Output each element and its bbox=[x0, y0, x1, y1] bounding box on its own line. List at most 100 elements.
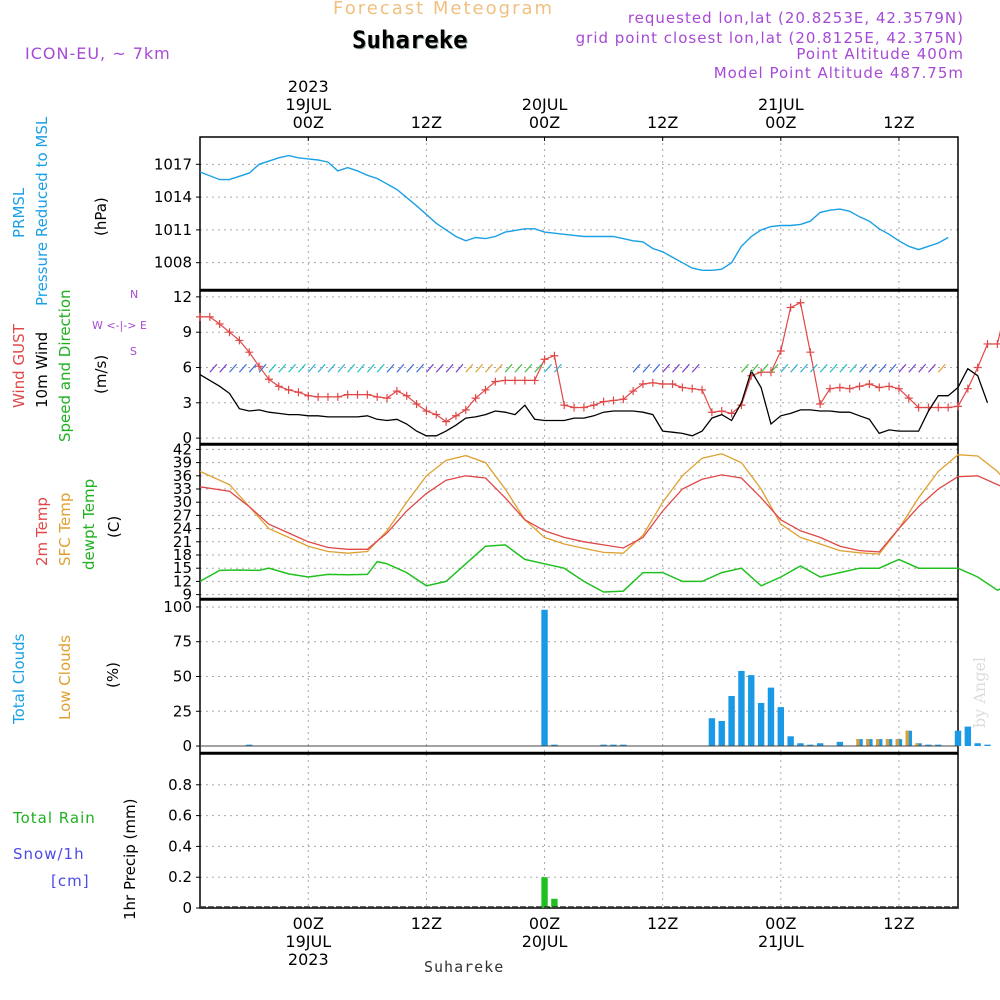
top-time-label: 21JUL bbox=[758, 95, 804, 114]
wind-barb-icon bbox=[878, 363, 887, 373]
wind-barb-icon bbox=[219, 363, 228, 373]
y-tick-label: 1011 bbox=[154, 221, 192, 239]
gust-marker bbox=[215, 319, 224, 328]
wind-barb-icon bbox=[662, 363, 671, 373]
wind-barb-icon bbox=[849, 363, 858, 373]
total-cloud-bar bbox=[551, 744, 558, 747]
wind-barb-icon bbox=[248, 363, 257, 373]
gust-marker bbox=[432, 410, 441, 419]
gust-marker bbox=[570, 403, 579, 412]
y-tick-label: 0.4 bbox=[168, 837, 192, 855]
total-cloud-bar bbox=[807, 744, 814, 747]
y-tick-label: 0.2 bbox=[168, 868, 192, 886]
gust-marker bbox=[422, 407, 431, 416]
wind-barb-icon bbox=[416, 363, 425, 373]
gust-marker bbox=[402, 391, 411, 400]
gust-marker bbox=[629, 387, 638, 396]
wind-barb-icon bbox=[258, 363, 267, 373]
rain-bar bbox=[551, 898, 558, 908]
wind-barb-icon bbox=[544, 363, 552, 373]
total-cloud-bar bbox=[925, 744, 932, 747]
wind-barb-icon bbox=[425, 363, 434, 373]
y-tick-label: 0 bbox=[182, 899, 192, 917]
gust-marker bbox=[904, 394, 913, 403]
precip-snow-label: Snow/1h bbox=[13, 845, 85, 863]
y-tick-label: 42 bbox=[173, 440, 192, 458]
total-cloud-bar bbox=[728, 695, 735, 747]
model-point-altitude: Model Point Altitude 487.75m bbox=[713, 64, 964, 82]
gust-marker bbox=[766, 368, 775, 377]
total-cloud-bar bbox=[708, 718, 716, 747]
gust-marker bbox=[776, 347, 785, 356]
total-cloud-bar bbox=[767, 687, 775, 747]
wind-barb-icon bbox=[475, 363, 484, 373]
y-tick-label: 39 bbox=[173, 454, 192, 472]
gust-marker bbox=[471, 394, 480, 403]
gust-marker bbox=[304, 391, 313, 400]
wind-barb-icon bbox=[307, 363, 316, 373]
wind10m-line bbox=[199, 367, 989, 437]
y-tick-label: 3 bbox=[182, 394, 192, 412]
y-tick-label: 1008 bbox=[154, 254, 192, 272]
gust-marker bbox=[481, 385, 490, 394]
low-cloud-bar bbox=[866, 739, 870, 747]
gust-marker bbox=[855, 382, 864, 391]
y-tick-label: 33 bbox=[173, 480, 192, 498]
gust-marker bbox=[826, 384, 835, 393]
gust-marker bbox=[530, 376, 539, 385]
top-time-label: 12Z bbox=[411, 113, 442, 132]
y-tick-label: 0 bbox=[182, 429, 192, 447]
bottom-time-label: 20JUL bbox=[522, 932, 568, 951]
compass-s: S bbox=[130, 345, 137, 358]
gust-marker bbox=[245, 348, 254, 357]
y-tick-label: 75 bbox=[173, 633, 192, 651]
bottom-time-label: 19JUL bbox=[285, 932, 331, 951]
total-cloud-bar bbox=[600, 744, 607, 747]
model-label: ICON-EU, ~ 7km bbox=[25, 44, 171, 63]
gust-marker bbox=[353, 390, 362, 399]
wind-barb-icon bbox=[839, 363, 848, 373]
chart-title: Forecast Meteogram bbox=[333, 0, 555, 19]
wind-barb-icon bbox=[288, 363, 297, 373]
wind-barb-icon bbox=[238, 363, 247, 373]
wind-barb-icon bbox=[750, 363, 759, 373]
gust-marker bbox=[963, 384, 972, 393]
gust-marker bbox=[284, 385, 293, 394]
gust-marker bbox=[363, 390, 372, 399]
wind-barb-icon bbox=[524, 363, 533, 373]
compass-n: N bbox=[130, 288, 139, 301]
gust-marker bbox=[225, 328, 234, 337]
total-cloud-bar bbox=[757, 702, 765, 747]
wind-barb-icon bbox=[514, 363, 523, 373]
gust-marker bbox=[717, 407, 726, 416]
wind-barb-icon bbox=[800, 363, 808, 373]
wind-barb-icon bbox=[908, 363, 917, 373]
wind-barb-icon bbox=[366, 363, 375, 373]
top-time-label: 12Z bbox=[883, 113, 914, 132]
compass-we: W <-|-> E bbox=[92, 319, 147, 332]
bottom-time-label: 2023 bbox=[288, 950, 329, 969]
gust-marker bbox=[550, 351, 559, 360]
gust-marker bbox=[599, 397, 608, 406]
low-cloud-bar bbox=[905, 730, 909, 747]
grid-point-coords: grid point closest lon,lat (20.8125E, 42… bbox=[575, 29, 964, 47]
total-cloud-bar bbox=[748, 675, 755, 747]
gust-marker bbox=[461, 405, 470, 414]
top-time-label: 2023 bbox=[288, 77, 329, 96]
bottom-time-label: 00Z bbox=[293, 914, 324, 933]
gust-marker bbox=[579, 403, 588, 412]
gust-marker bbox=[373, 392, 382, 401]
top-time-label: 12Z bbox=[647, 113, 678, 132]
top-time-label: 20JUL bbox=[522, 95, 568, 114]
gust-marker bbox=[540, 355, 549, 364]
gust-marker bbox=[491, 377, 500, 386]
total-cloud-bar bbox=[718, 721, 725, 747]
gust-marker bbox=[707, 408, 716, 417]
pressure-line bbox=[199, 154, 949, 271]
gust-marker bbox=[796, 298, 805, 307]
wind-barb-icon bbox=[937, 363, 946, 373]
y-tick-label: 50 bbox=[173, 668, 192, 686]
y-tick-label: 18 bbox=[173, 546, 192, 564]
bottom-time-label: 12Z bbox=[647, 914, 678, 933]
gust-marker bbox=[205, 312, 214, 321]
